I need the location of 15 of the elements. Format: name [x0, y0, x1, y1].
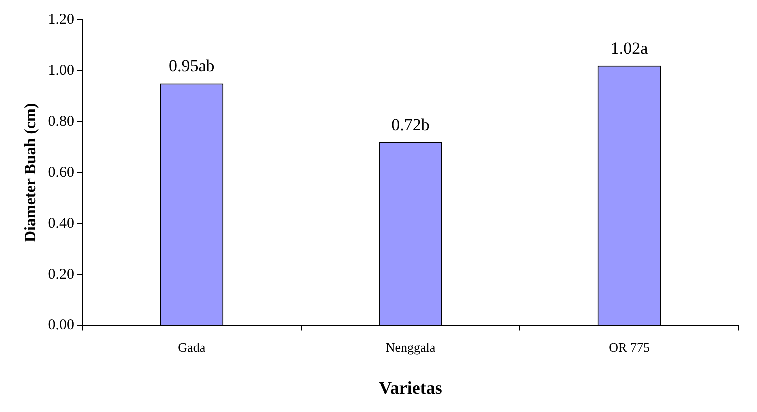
x-tick-label: Nenggala	[386, 340, 436, 356]
x-tick-label: Gada	[178, 340, 206, 356]
y-tick-label: 0.00	[48, 318, 74, 334]
y-tick-label: 1.00	[48, 62, 74, 79]
y-tick-label: 0.20	[48, 266, 74, 283]
y-axis-title: Diameter Buah (cm)	[22, 103, 40, 243]
data-label: 0.72b	[392, 115, 430, 134]
y-tick-label: 0.40	[48, 216, 74, 232]
data-label: 0.95ab	[168, 56, 215, 76]
y-tick-label: 0.80	[48, 114, 74, 130]
y-tick-label: 1.20	[48, 12, 74, 28]
x-axis-title: Varietas	[379, 378, 442, 398]
x-tick-label: OR 775	[609, 340, 650, 356]
data-label: 1.02a	[610, 38, 649, 58]
y-tick-label: 0.60	[48, 164, 74, 181]
